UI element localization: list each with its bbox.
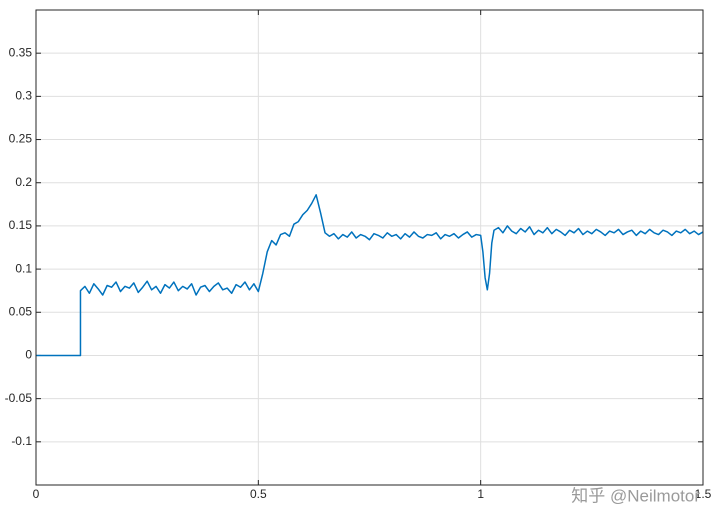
x-tick-label: 1 [477,487,484,501]
x-tick-label: 0.5 [250,487,267,501]
x-tick-label: 1.5 [695,487,712,501]
y-tick-label: 0.15 [9,218,33,232]
y-tick-label: -0.05 [5,391,33,405]
plot-background [36,10,703,485]
data-line [36,194,704,357]
y-tick-label: 0 [25,348,32,362]
y-tick-label: 0.05 [9,304,33,318]
y-tick-label: 0.1 [15,261,32,275]
y-tick-label: -0.1 [11,434,32,448]
x-tick-label: 0 [33,487,40,501]
y-tick-label: 0.25 [9,132,33,146]
y-tick-label: 0.3 [15,89,32,103]
watermark: 知乎 @Neilmotor [571,486,700,505]
y-tick-label: 0.35 [9,45,33,59]
axes-box [35,9,704,486]
y-tick-label: 0.2 [15,175,32,189]
plot-area: -0.1 -0.05 0 0.05 0.1 0.15 0.2 0.25 0.3 0.35 0 0.5 1… [5,9,712,501]
